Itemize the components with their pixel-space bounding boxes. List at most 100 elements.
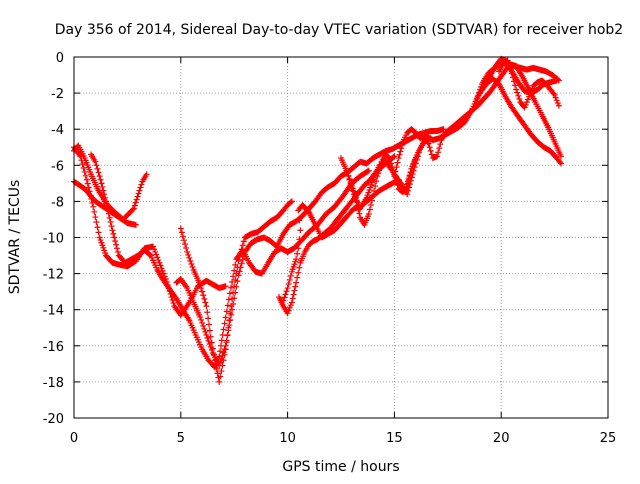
data-point xyxy=(415,149,422,156)
data-point xyxy=(185,251,192,258)
data-point xyxy=(77,153,84,160)
data-point xyxy=(387,156,394,163)
plot-frame xyxy=(73,56,609,419)
data-point xyxy=(394,159,401,166)
data-point xyxy=(512,82,519,89)
data-point xyxy=(552,94,559,101)
data-point xyxy=(521,104,528,111)
y-tick-label: -6 xyxy=(51,159,64,174)
data-point xyxy=(370,192,377,199)
data-point xyxy=(226,290,233,297)
data-point xyxy=(227,284,234,291)
data-point xyxy=(516,95,523,102)
data-point xyxy=(101,191,108,198)
data-point xyxy=(130,205,137,212)
grid xyxy=(74,57,608,418)
data-point xyxy=(405,187,412,194)
data-point xyxy=(137,184,144,191)
data-point xyxy=(411,164,418,171)
data-point xyxy=(222,283,229,290)
data-point xyxy=(287,199,294,206)
data-point xyxy=(226,317,233,324)
data-point xyxy=(129,206,136,213)
data-point xyxy=(364,168,371,175)
data-point xyxy=(239,256,246,263)
data-point xyxy=(224,331,231,338)
data-point xyxy=(504,57,511,64)
data-point xyxy=(78,157,85,164)
data-point xyxy=(213,365,220,372)
data-point xyxy=(104,206,111,213)
y-tick-label: 0 xyxy=(56,51,64,66)
data-point xyxy=(529,85,536,92)
data-point xyxy=(240,252,247,259)
series-5 xyxy=(177,198,295,385)
data-point xyxy=(204,334,211,341)
data-point xyxy=(154,254,161,261)
data-point xyxy=(132,221,139,228)
data-point xyxy=(399,142,406,149)
data-point xyxy=(281,294,288,301)
data-point xyxy=(153,251,160,258)
data-point xyxy=(388,160,395,167)
data-point xyxy=(189,263,196,270)
x-tick-label: 10 xyxy=(279,431,296,446)
data-point xyxy=(505,60,512,67)
data-point xyxy=(200,292,207,299)
data-point xyxy=(414,153,421,160)
data-point xyxy=(365,167,372,174)
data-point xyxy=(509,74,516,81)
data-point xyxy=(289,295,296,302)
data-point xyxy=(201,325,208,332)
data-point xyxy=(525,93,532,100)
data-point xyxy=(136,187,143,194)
tick-labels: 0 5 10 15 20 25 0 -2 -4 -6 -8 -10 -12 -14 -16 -18 -20 xyxy=(43,51,617,446)
data-point xyxy=(284,310,291,317)
data-point xyxy=(221,351,228,358)
data-point xyxy=(221,320,228,327)
data-point xyxy=(236,254,243,261)
data-point xyxy=(183,245,190,252)
data-point xyxy=(229,306,236,313)
data-point xyxy=(86,188,93,195)
data-point xyxy=(292,283,299,290)
data-point xyxy=(108,223,115,230)
data-point xyxy=(96,173,103,180)
data-point xyxy=(132,199,139,206)
x-axis-label: GPS time / hours xyxy=(282,459,399,475)
data-point xyxy=(133,196,140,203)
data-point xyxy=(134,193,141,200)
data-point xyxy=(349,185,356,192)
data-point xyxy=(131,202,138,209)
data-point xyxy=(177,225,184,232)
data-point xyxy=(434,153,441,160)
data-point xyxy=(524,96,531,103)
data-point xyxy=(296,236,303,243)
data-point xyxy=(355,206,362,213)
data-point xyxy=(376,167,383,174)
data-point xyxy=(157,262,164,269)
data-point xyxy=(92,158,99,165)
series-3 xyxy=(88,151,372,371)
data-point xyxy=(198,316,205,323)
data-point xyxy=(205,321,212,328)
y-tick-label: -20 xyxy=(43,412,64,427)
data-point xyxy=(93,219,100,226)
y-tick-label: -14 xyxy=(43,304,64,319)
data-point xyxy=(114,248,121,255)
data-point xyxy=(506,63,513,70)
data-point xyxy=(138,181,145,188)
data-point xyxy=(558,160,565,167)
data-point xyxy=(291,287,298,294)
data-point xyxy=(396,179,403,186)
data-point xyxy=(396,151,403,158)
data-point xyxy=(551,91,558,98)
data-point xyxy=(350,188,357,195)
data-point xyxy=(207,333,214,340)
data-point xyxy=(555,77,562,84)
data-point xyxy=(282,291,289,298)
data-point xyxy=(377,161,384,168)
data-point xyxy=(82,172,89,179)
data-point xyxy=(150,243,157,250)
data-point xyxy=(437,141,444,148)
